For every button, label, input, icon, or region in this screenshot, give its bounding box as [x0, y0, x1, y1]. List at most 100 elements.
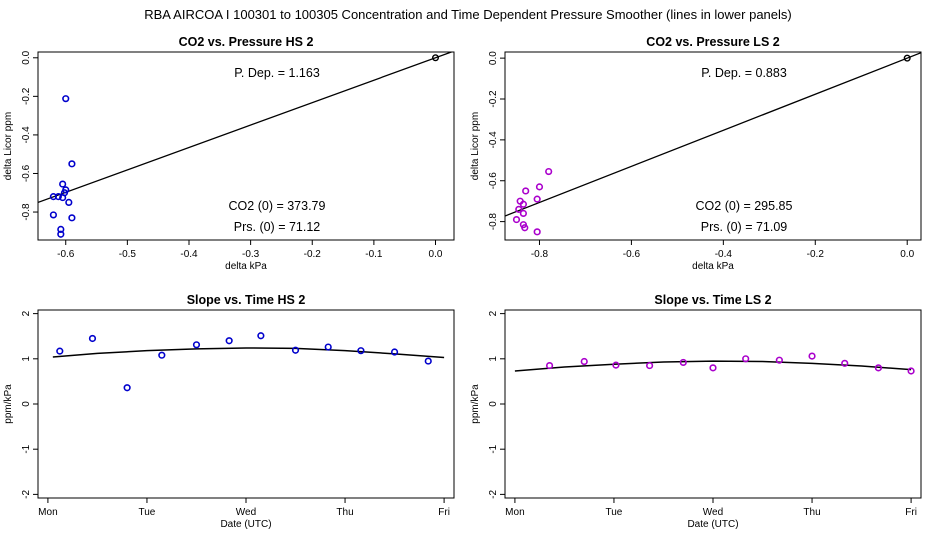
data-point [59, 193, 67, 202]
annotation-prs: Prs. (0) = 71.09 [701, 220, 788, 234]
y-tick-label: -0.8 [21, 203, 32, 221]
data-point [545, 361, 554, 370]
data-point [521, 224, 529, 232]
fit-line [38, 52, 454, 204]
plot-frame [504, 51, 922, 241]
smoother-line [514, 360, 912, 372]
data-point [808, 352, 816, 360]
y-axis-label: ppm/kPa [3, 384, 14, 424]
x-tick-label: Mon [505, 507, 524, 518]
y-axis-label: delta Licor ppm [3, 112, 14, 180]
y-tick-label: -0.4 [488, 131, 499, 149]
reference-point [432, 54, 440, 62]
annotation-prs: Prs. (0) = 71.12 [234, 220, 321, 234]
data-point [49, 193, 58, 201]
data-point [257, 332, 265, 340]
data-point [512, 215, 521, 224]
x-tick-label: Wed [703, 507, 723, 518]
data-point [533, 195, 541, 203]
data-point [49, 211, 58, 219]
data-point [519, 209, 527, 218]
x-tick-label: Fri [438, 507, 450, 518]
data-point [841, 359, 849, 367]
x-tick-label: -0.6 [623, 249, 641, 260]
y-tick-label: 1 [488, 356, 499, 362]
plot-frame [37, 51, 455, 241]
x-tick-label: -0.5 [119, 249, 137, 260]
x-tick-label: -0.8 [531, 249, 549, 260]
x-axis-label: delta kPa [225, 261, 267, 272]
y-tick-label: 0 [21, 401, 32, 407]
y-tick-label: 0 [488, 401, 499, 407]
panel-title: Slope vs. Time LS 2 [654, 293, 771, 307]
x-tick-label: Thu [336, 507, 353, 518]
smoother-line [52, 347, 445, 359]
y-tick-label: -0.6 [21, 164, 32, 182]
x-tick-label: -0.4 [180, 249, 198, 260]
data-point [123, 384, 131, 392]
data-point [225, 337, 233, 345]
data-point [357, 347, 365, 355]
data-point [68, 160, 76, 168]
y-axis-label: delta Licor ppm [470, 112, 481, 180]
data-point [679, 358, 687, 367]
x-tick-label: 0.0 [900, 249, 914, 260]
annotation-pdep: P. Dep. = 0.883 [701, 66, 787, 80]
data-point [56, 347, 64, 355]
data-point [59, 180, 67, 188]
y-axis-label: ppm/kPa [470, 384, 481, 424]
x-tick-label: -0.2 [807, 249, 825, 260]
data-point [612, 361, 620, 369]
annotation-co2: CO2 (0) = 295.85 [696, 199, 793, 213]
plot-frame [504, 309, 922, 499]
fit-line [505, 52, 921, 217]
x-tick-label: Mon [38, 507, 57, 518]
data-point [545, 167, 553, 176]
y-tick-label: -2 [488, 490, 499, 499]
data-point [424, 357, 432, 365]
x-tick-label: Fri [905, 507, 917, 518]
data-point [907, 367, 915, 375]
data-point [522, 187, 530, 195]
x-tick-label: -0.2 [304, 249, 322, 260]
data-point [57, 230, 65, 238]
data-point [65, 198, 73, 206]
data-point [192, 341, 201, 349]
data-point [515, 205, 523, 213]
panel-4: Slope vs. Time LS 2 Mon Tue Wed Thu Fri -2 -1 0 1… [470, 293, 922, 530]
y-tick-label: -2 [21, 490, 32, 499]
y-tick-label: -1 [488, 444, 499, 453]
y-tick-label: -0.2 [488, 90, 499, 108]
y-tick-label: 0.0 [21, 50, 32, 64]
data-point [390, 348, 399, 356]
x-tick-label: -0.3 [242, 249, 260, 260]
data-point [580, 357, 588, 366]
y-tick-label: 0.0 [488, 51, 499, 65]
y-tick-label: -0.4 [21, 126, 32, 144]
data-point [88, 334, 97, 343]
data-point [324, 343, 332, 351]
panel-1: CO2 vs. Pressure HS 2 -0.6 -0.5 -0.4 -0.3 -0.… [3, 35, 455, 272]
annotation-co2: CO2 (0) = 373.79 [229, 199, 326, 213]
data-point [646, 361, 654, 370]
x-tick-label: Thu [803, 507, 820, 518]
x-tick-label: Tue [139, 507, 156, 518]
panel-title: CO2 vs. Pressure HS 2 [179, 35, 314, 49]
data-point [535, 183, 544, 191]
y-tick-label: -0.8 [488, 213, 499, 231]
x-tick-label: -0.4 [715, 249, 733, 260]
data-point [874, 364, 883, 372]
y-tick-label: -0.2 [21, 87, 32, 105]
data-point [291, 346, 300, 354]
x-tick-label: Wed [236, 507, 256, 518]
y-tick-label: 1 [21, 356, 32, 362]
data-point [709, 364, 717, 372]
data-point [62, 95, 70, 103]
figure-title: RBA AIRCOA I 100301 to 100305 Concentrat… [144, 7, 792, 22]
plot-frame [37, 309, 455, 499]
data-point [519, 200, 527, 208]
y-tick-label: 2 [21, 310, 32, 316]
x-tick-label: -0.1 [365, 249, 383, 260]
panel-title: Slope vs. Time HS 2 [187, 293, 306, 307]
